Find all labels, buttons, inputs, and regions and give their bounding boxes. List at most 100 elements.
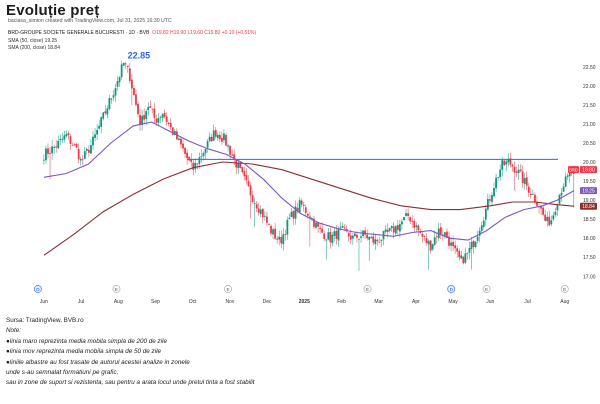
x-tick-label: Aug [114,299,123,305]
candle-body [71,145,74,146]
candle-body [390,226,393,228]
candle-body [552,215,555,220]
candle-body [423,235,426,237]
candle-body [67,133,70,136]
candle-body [458,250,461,258]
candle-body [292,210,295,219]
candle-body [374,239,377,245]
candle-body [452,241,454,247]
candle-body [194,163,197,169]
candle-body [503,160,506,166]
candle-body [366,234,369,239]
candle-body [202,153,205,157]
candle-body [200,156,203,158]
candle-body [409,217,412,222]
price-tag [580,166,597,174]
candle-body [55,146,58,148]
candle-body [96,129,98,135]
candle-body [128,68,131,81]
y-tick-label: 17.00 [583,274,596,280]
candle-body [245,174,248,181]
candle-body [413,220,416,228]
candle-body [139,114,141,125]
candle-body [294,206,297,219]
x-tick-label: Jun [40,299,48,305]
candle-body [218,134,221,140]
candle-body [527,186,530,193]
candle-body [548,216,551,226]
candle-body [372,236,375,243]
event-marker-letter: E [366,287,369,292]
price-tag-text: 19.80 [582,167,595,173]
candle-body [456,248,459,252]
candle-body [468,248,471,253]
candle-body [141,115,144,125]
candle-body [407,213,409,216]
candle-body [106,108,109,115]
candle-body [388,228,391,231]
candle-body [114,88,117,96]
y-tick-label: 21.50 [583,103,596,109]
candle-body [546,216,549,222]
candle-body [396,224,399,231]
candle-body [331,234,334,244]
candle-body [204,148,207,154]
candle-body [73,144,76,145]
candle-body [327,232,330,240]
candle-body [337,228,340,241]
candle-body [493,188,495,197]
candle-body [81,158,84,160]
candle-body [122,62,125,66]
candle-body [278,236,281,240]
y-tick-label: 19.00 [583,198,596,204]
candle-body [237,163,240,169]
candle-body [460,255,463,259]
candle-body [288,217,291,220]
candle-body [249,185,252,196]
candle-body [208,136,211,141]
x-tick-label: Feb [337,299,346,305]
candle-body [85,148,88,151]
candle-body [525,177,528,186]
candle-body [45,148,47,161]
candle-body [247,181,250,186]
candle-body [542,207,545,215]
candle-body [529,193,532,196]
x-tick-label: Jul [524,299,530,305]
candle-body [433,237,436,245]
candle-body [212,130,215,141]
candle-body [98,125,101,129]
candle-body [255,204,258,209]
candle-body [302,204,305,206]
candle-body [227,145,229,147]
attribution: baciasa_simion created with TradingView.… [8,18,172,24]
candle-body [61,138,64,140]
candle-body [323,233,326,240]
candle-body [239,162,242,168]
candle-body [384,229,387,232]
candle-body [431,244,434,250]
candle-body [116,81,119,87]
x-tick-label: Aug [560,299,569,305]
notes: Sursa: TradingView, BVB.ro Note: ●linia … [6,316,255,389]
candle-body [133,87,135,96]
event-marker [224,285,232,293]
candle-body [478,230,481,236]
candle-body [296,207,299,212]
candle-body [112,95,115,98]
candle-body [173,131,176,135]
candle-body [241,167,244,172]
candle-body [482,220,485,227]
candle-body [311,218,313,219]
y-tick-label: 19.50 [583,179,596,185]
y-tick-label: 17.50 [583,255,596,261]
event-marker-letter: D [36,287,40,292]
candle-body [126,65,129,68]
candle-body [159,117,162,119]
event-marker [482,285,491,293]
candle-body [251,195,254,203]
candle-body [188,156,191,161]
y-tick-label: 22.50 [583,65,596,71]
event-marker [560,285,569,293]
candle-body [270,225,272,234]
